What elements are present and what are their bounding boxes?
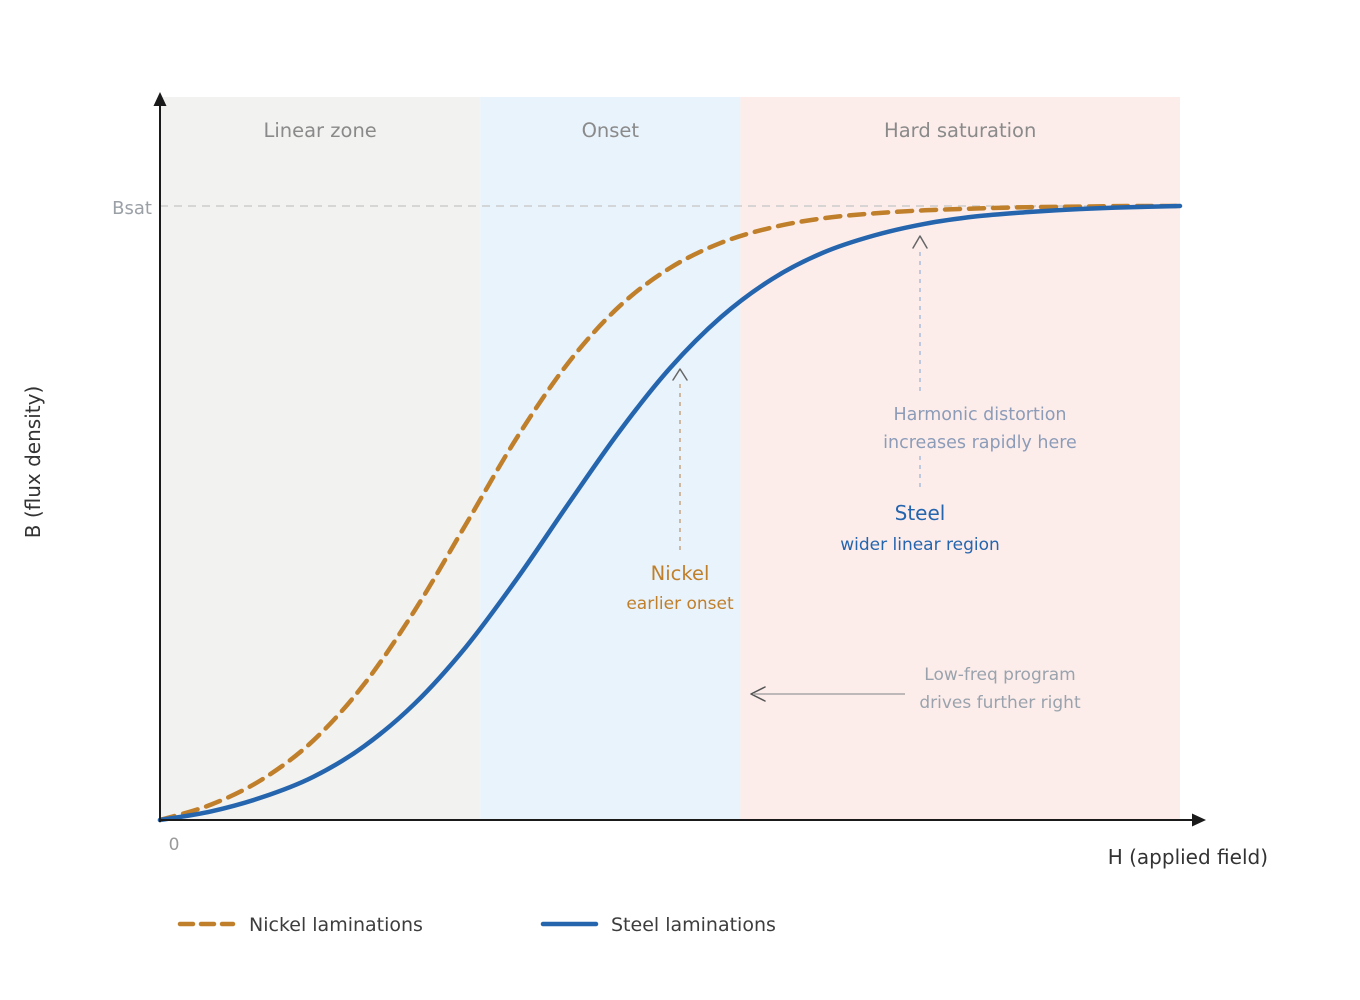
- zone-band-linear: [160, 97, 481, 820]
- lowfreq-annotation-line1: Low-freq program: [924, 665, 1075, 685]
- y-axis-arrow-icon: [153, 92, 167, 106]
- nickel-caret-icon: [672, 368, 688, 381]
- zone-label-hard-saturation: Hard saturation: [884, 119, 1036, 142]
- zone-band-onset: [480, 97, 741, 820]
- zone-label-linear: Linear zone: [263, 119, 376, 142]
- steel-curve: [157, 203, 1183, 823]
- nickel-annotation-sub: earlier onset: [626, 594, 734, 614]
- bsat-label: Bsat: [112, 198, 152, 219]
- harmonic-annotation-line1: Harmonic distortion: [893, 405, 1066, 425]
- steel-annotation-title: Steel: [895, 501, 946, 525]
- legend-label-steel: Steel laminations: [611, 914, 776, 936]
- x-axis-arrow-icon: [1192, 813, 1206, 827]
- legend-label-nickel: Nickel laminations: [249, 914, 423, 936]
- y-axis-label: B (flux density): [21, 386, 45, 538]
- lowfreq-arrowhead-icon: [750, 686, 766, 702]
- harmonic-annotation-line2: increases rapidly here: [883, 433, 1077, 453]
- nickel-curve: [157, 203, 1183, 823]
- origin-label: 0: [169, 835, 180, 855]
- x-axis-label: H (applied field): [1108, 845, 1268, 869]
- nickel-annotation-title: Nickel: [651, 562, 710, 585]
- lowfreq-annotation-line2: drives further right: [919, 693, 1081, 713]
- steel-annotation-sub: wider linear region: [840, 535, 1000, 555]
- steel-caret-icon: [912, 235, 928, 249]
- zone-label-onset: Onset: [582, 119, 640, 142]
- legend: Nickel laminations Steel laminations: [177, 914, 776, 936]
